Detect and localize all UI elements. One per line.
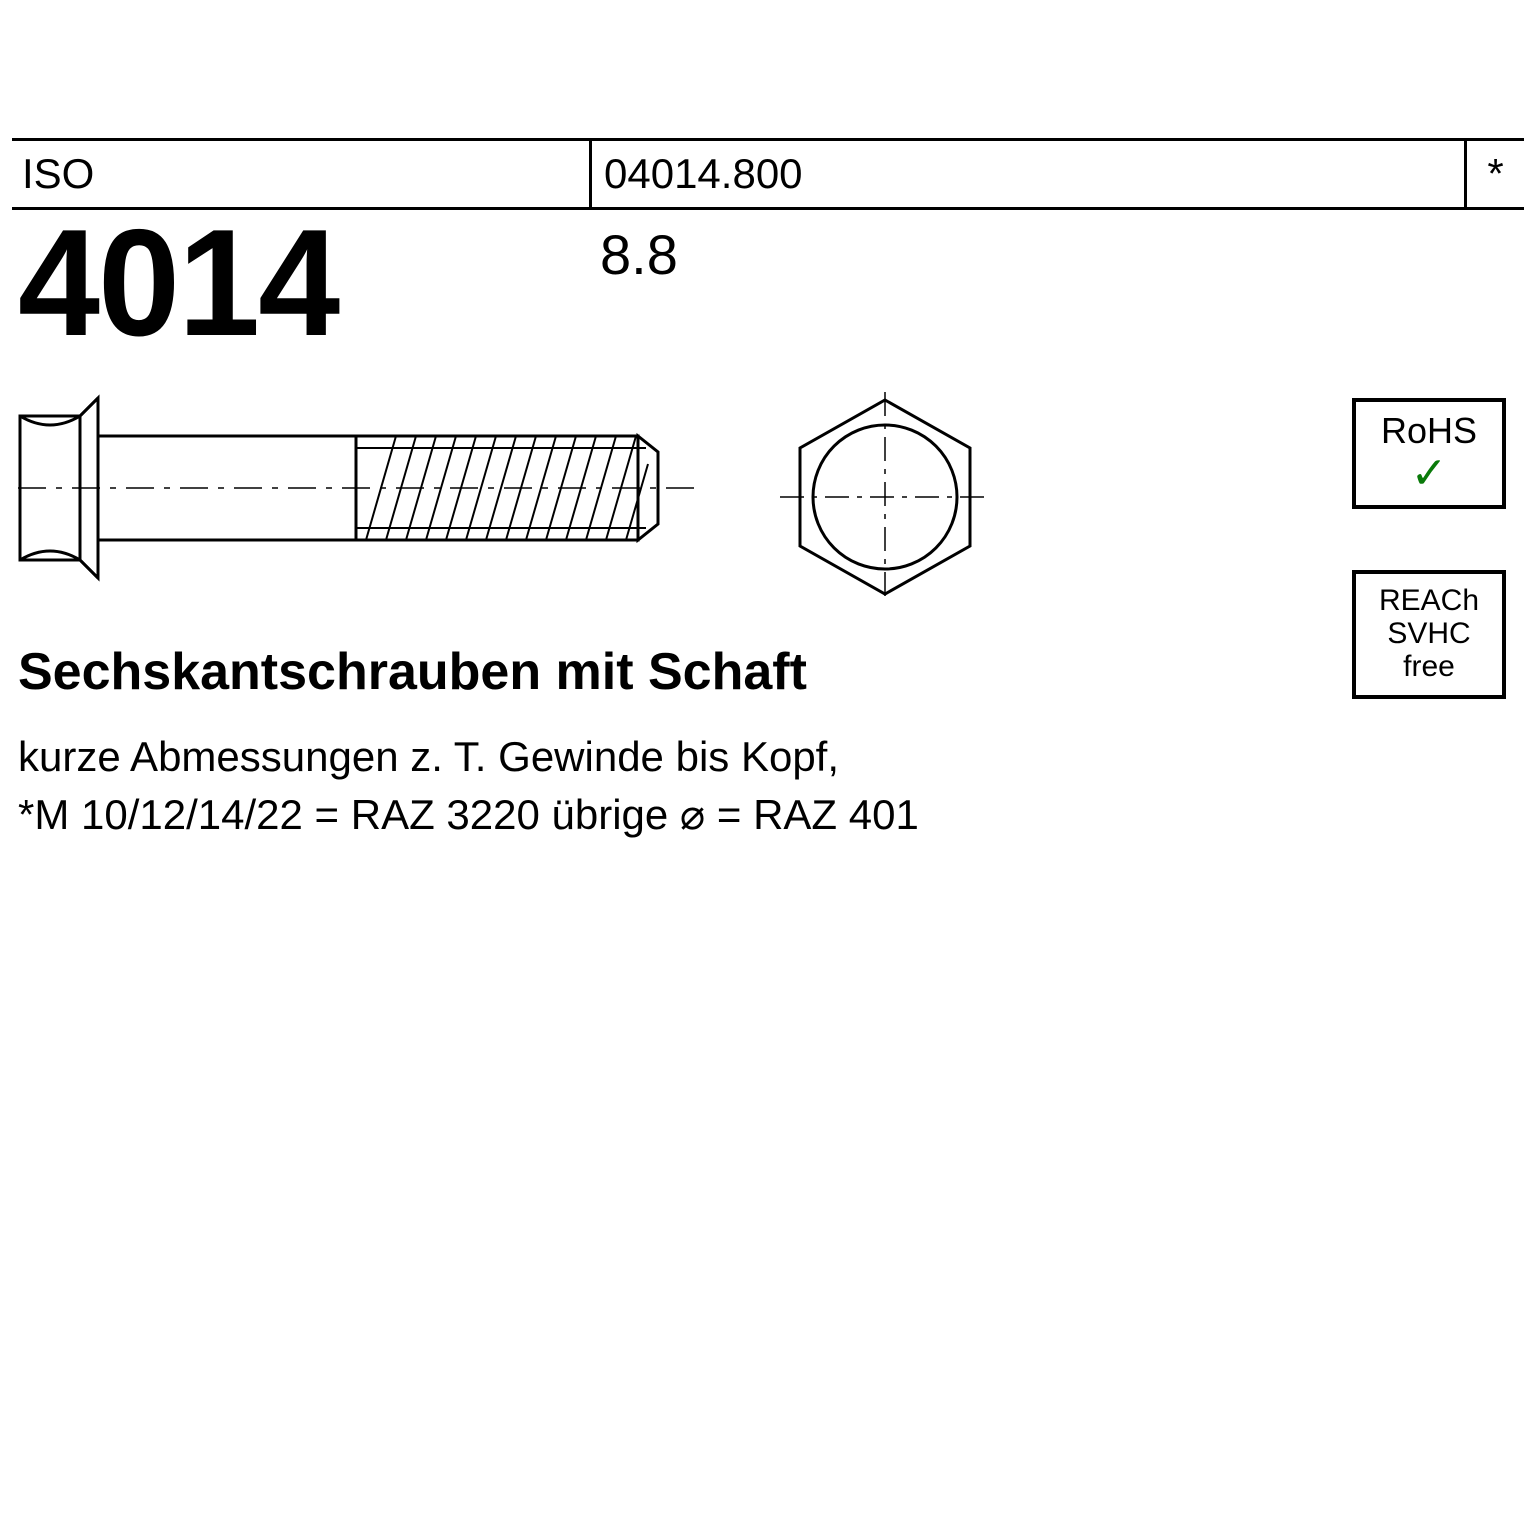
desc-line-2: *M 10/12/14/22 = RAZ 3220 übrige ⌀ = RAZ… (18, 786, 919, 844)
letterbox-top (0, 0, 1536, 130)
bolt-side-view-icon (18, 392, 718, 602)
grade-label: 8.8 (600, 222, 678, 287)
reach-line3: free (1356, 650, 1502, 683)
product-title: Sechskantschrauben mit Schaft (18, 642, 807, 702)
check-icon: ✓ (1356, 454, 1502, 494)
letterbox-bottom (0, 1406, 1536, 1536)
reach-line1: REACh (1356, 584, 1502, 617)
datasheet-page: ISO 04014.800 * 4014 8.8 (0, 0, 1536, 1536)
product-description: kurze Abmessungen z. T. Gewinde bis Kopf… (18, 728, 919, 844)
standard-number: 4014 (18, 196, 338, 371)
rohs-label: RoHS (1356, 412, 1502, 450)
desc-line-1: kurze Abmessungen z. T. Gewinde bis Kopf… (18, 728, 919, 786)
header-star: * (1464, 141, 1524, 207)
bolt-front-view-icon (780, 392, 990, 602)
rohs-badge: RoHS ✓ (1352, 398, 1506, 509)
reach-line2: SVHC (1356, 617, 1502, 650)
reach-badge: REACh SVHC free (1352, 570, 1506, 699)
header-code: 04014.800 (592, 141, 1464, 207)
